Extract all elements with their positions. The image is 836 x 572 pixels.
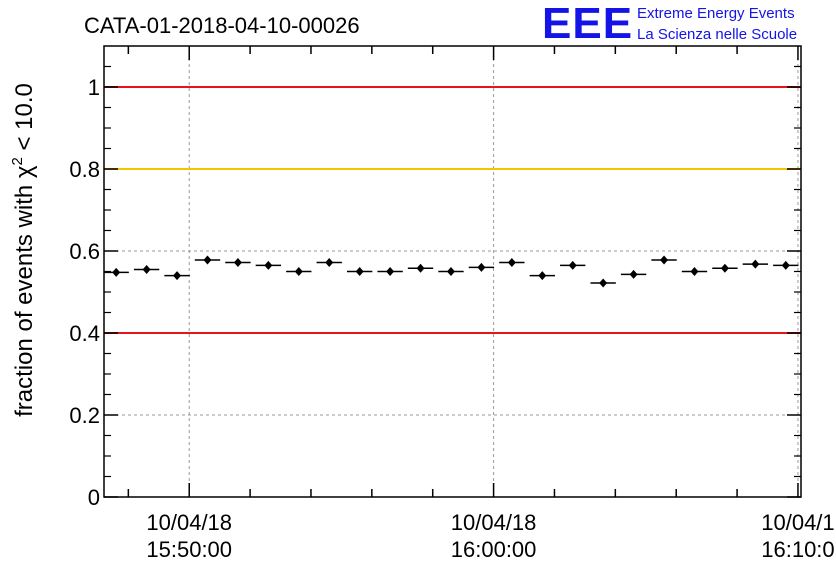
data-point-marker — [477, 262, 486, 272]
data-point — [529, 271, 555, 281]
y-tick-label: 0.8 — [69, 157, 100, 182]
y-axis-label-text: fraction of events with — [11, 178, 38, 417]
x-tick-time: 15:50:00 — [146, 537, 232, 562]
data-point — [255, 260, 282, 270]
y-axis-label-threshold: < 10.0 — [11, 83, 38, 157]
data-point-marker — [660, 255, 669, 265]
data-point-marker — [233, 257, 242, 267]
chart-title: CATA-01-2018-04-10-00026 — [84, 13, 360, 38]
y-axis-label-superscript: 2 — [9, 157, 26, 165]
logo-line-2: La Scienza nelle Scuole — [637, 26, 797, 43]
data-point-marker — [294, 267, 303, 276]
data-point-marker — [720, 263, 729, 273]
eee-logo: EEE Extreme Energy Events La Scienza nel… — [542, 0, 797, 48]
y-axis-label: fraction of events with χ2 < 10.0 — [9, 83, 38, 417]
x-tick-date: 10/04/1 — [761, 510, 834, 535]
data-point — [316, 257, 342, 267]
y-axis-label-chi: χ — [11, 165, 38, 178]
data-point — [468, 262, 495, 272]
data-point — [499, 257, 525, 267]
data-point — [620, 269, 647, 279]
data-point-marker — [112, 267, 121, 277]
data-point-marker — [264, 260, 273, 270]
x-tick-date: 10/04/18 — [146, 510, 232, 535]
data-point-marker — [203, 255, 212, 265]
data-point — [712, 263, 738, 273]
x-tick-time: 16:00:00 — [451, 537, 537, 562]
data-point-marker — [599, 278, 608, 288]
data-point-marker — [325, 257, 334, 267]
axis-ticks — [104, 46, 801, 498]
data-point-marker — [690, 267, 699, 276]
data-point — [377, 267, 403, 276]
x-tick-time: 16:10:0 — [761, 537, 834, 562]
data-point-marker — [386, 267, 395, 276]
data-point-marker — [142, 264, 151, 274]
data-point — [773, 260, 799, 270]
data-point — [590, 278, 616, 288]
data-point-marker — [446, 267, 455, 276]
data-point — [133, 264, 160, 274]
logo-mark: EEE — [542, 0, 633, 48]
data-point-marker — [751, 259, 760, 269]
y-tick-label: 0.4 — [69, 321, 100, 346]
y-tick-label: 1 — [88, 75, 100, 100]
data-point — [286, 267, 312, 276]
logo-line-1: Extreme Energy Events — [637, 5, 795, 22]
data-points — [103, 255, 799, 288]
data-point — [103, 267, 129, 277]
data-point-marker — [173, 271, 182, 281]
reference-lines — [104, 86, 801, 334]
y-tick-label: 0.2 — [69, 403, 100, 428]
data-point-marker — [416, 263, 425, 273]
x-tick-labels: 10/04/1815:50:0010/04/1816:00:0010/04/11… — [146, 510, 834, 562]
data-point-marker — [507, 257, 516, 267]
y-tick-labels: 0 0.2 0.4 0.6 0.8 1 — [69, 75, 100, 510]
data-point-marker — [355, 267, 364, 276]
data-point-marker — [538, 271, 547, 281]
y-tick-label: 0.6 — [69, 239, 100, 264]
data-point — [346, 267, 373, 276]
data-point — [438, 267, 464, 276]
data-point — [194, 255, 221, 265]
data-point-marker — [781, 260, 790, 270]
data-point — [164, 271, 190, 281]
y-tick-label: 0 — [88, 485, 100, 510]
x-tick-date: 10/04/18 — [451, 510, 537, 535]
data-point — [560, 260, 586, 270]
data-point — [742, 259, 769, 269]
data-point-marker — [629, 269, 638, 279]
data-point — [681, 267, 708, 276]
data-point — [225, 257, 251, 267]
data-point — [407, 263, 434, 273]
data-point-marker — [568, 260, 577, 270]
data-point — [651, 255, 677, 265]
